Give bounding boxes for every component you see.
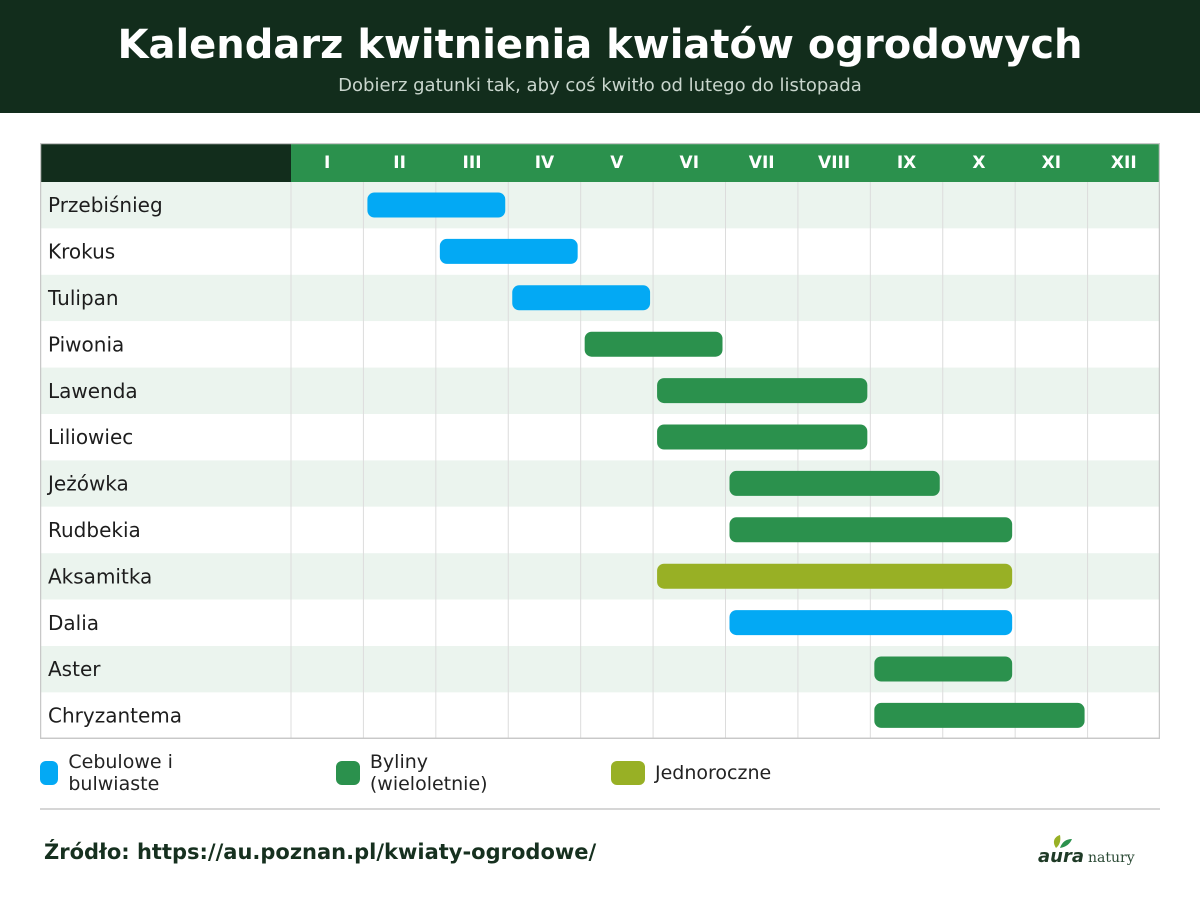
leaf-icon [1053,835,1072,848]
row-label: Aksamitka [48,564,152,588]
chart-border [40,143,1160,739]
bloom-bar [439,238,578,264]
legend-label-annual: Jednoroczne [655,762,772,784]
bloom-bar [512,285,651,311]
bloom-bar [657,424,868,450]
row-label: Tulipan [47,286,119,310]
month-tick-label: III [463,153,482,173]
legend-label-bulb: Cebulowe i bulwiaste [68,751,173,795]
month-tick-label: IV [535,153,555,173]
row-label: Krokus [48,240,115,264]
row-background [40,367,1160,414]
chart-title: Kalendarz kwitnienia kwiatów ogrodowych [117,22,1083,68]
month-tick-label: I [324,153,330,173]
brand-logo: aura natury [1036,835,1146,876]
bloom-calendar-chart: I II III IV V VI VII VIII IX X XI XIIPrzebiśniegKro… [40,143,1160,739]
month-tick-label: XI [1042,153,1061,173]
row-background [40,414,1160,461]
legend-swatch-annual [611,761,645,785]
row-label: Dalia [48,611,99,635]
month-tick-label: V [610,153,624,173]
month-tick-label: II [393,153,406,173]
row-label: Chryzantema [48,704,182,728]
row-label: Lawenda [48,379,138,403]
bloom-bar [584,331,723,357]
footer-divider [40,808,1160,810]
legend-item-bulb: Cebulowe i bulwiaste [40,751,177,795]
row-background [40,460,1160,507]
row-label: Jeżówka [46,472,129,496]
bloom-bar [657,378,868,404]
row-label: Liliowiec [48,425,133,449]
chart-subtitle: Dobierz gatunki tak, aby coś kwitło od l… [338,75,862,96]
legend-item-annual: Jednoroczne [611,760,771,786]
row-background [40,182,1160,229]
source-note: Źródło: https://au.poznan.pl/kwiaty-ogro… [44,840,597,864]
legend-item-perennial: Byliny (wieloletnie) [336,751,498,795]
month-tick-label: X [972,153,985,173]
logo-brand-text: aura [1038,846,1084,867]
header-banner: Kalendarz kwitnienia kwiatów ogrodowych … [0,0,1200,113]
bloom-bar [729,517,1013,543]
bloom-bar [729,610,1013,636]
bloom-bar [657,563,1013,589]
row-label: Piwonia [48,332,124,356]
row-label: Rudbekia [48,518,141,542]
header-month-band [291,143,1160,182]
row-label: Aster [48,657,101,681]
logo-sub-text: natury [1088,850,1135,866]
row-background [40,228,1160,275]
month-tick-label: VII [749,153,775,173]
legend-label-perennial: Byliny (wieloletnie) [369,751,488,795]
legend-swatch-bulb [40,761,59,785]
month-tick-label: XII [1111,153,1137,173]
month-tick-label: IX [897,153,916,173]
bloom-bar [729,470,940,496]
header-label-cell [40,143,291,182]
row-label: Przebiśnieg [48,193,163,217]
month-tick-label: VI [680,153,699,173]
month-tick-label: VIII [818,153,850,173]
bloom-bar [874,656,1013,682]
bloom-bar [874,702,1085,728]
legend-swatch-perennial [336,761,360,785]
bloom-bar [367,192,506,218]
